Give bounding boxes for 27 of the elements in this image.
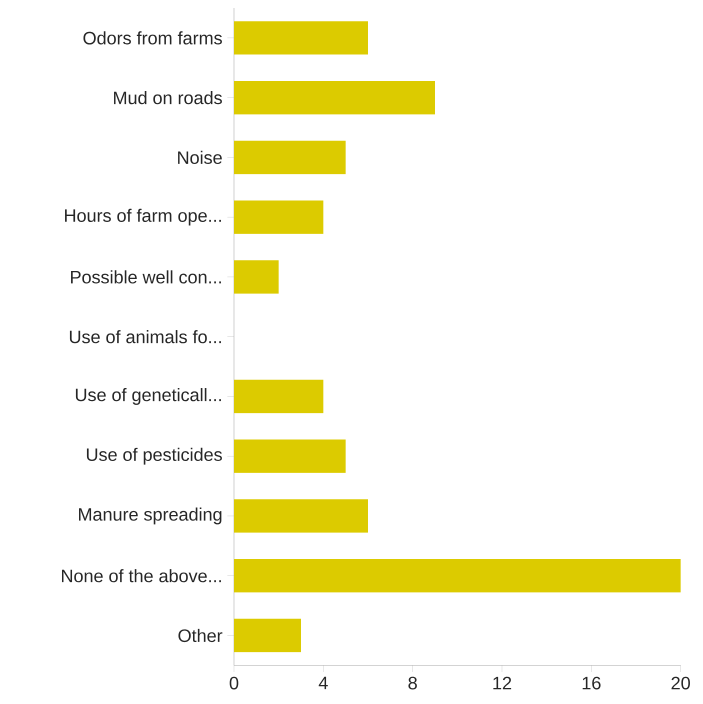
y-tick-label: Possible well con... [71, 270, 222, 284]
y-tick-label: None of the above... [62, 569, 222, 582]
bar [234, 80, 436, 114]
bar [234, 200, 324, 234]
bar [234, 380, 324, 414]
bar [234, 440, 346, 473]
bar [234, 260, 279, 294]
y-tick-label: Use of geneticall... [76, 388, 222, 405]
x-tick-label: 20 [672, 676, 690, 690]
x-tick-label: 4 [318, 676, 328, 690]
x-tick-label: 12 [494, 676, 512, 690]
bar [234, 499, 368, 533]
bar [234, 21, 368, 55]
bar [234, 618, 302, 652]
y-tick-label: Odors from farms [84, 31, 222, 44]
y-tick-label: Mud on roads [114, 91, 222, 104]
y-tick-label: Other [178, 628, 222, 642]
y-tick-label: Use of animals fo... [70, 330, 222, 344]
y-tick-label: Hours of farm ope... [65, 208, 222, 226]
x-tick-label: 0 [230, 676, 238, 690]
y-tick-label: Manure spreading [79, 508, 222, 524]
y-tick-label: Noise [178, 150, 222, 164]
bar [234, 140, 346, 174]
y-tick-label: Use of pesticides [87, 448, 222, 465]
bar [234, 559, 681, 592]
x-tick-label: 8 [408, 676, 418, 690]
x-tick-label: 16 [582, 676, 601, 690]
